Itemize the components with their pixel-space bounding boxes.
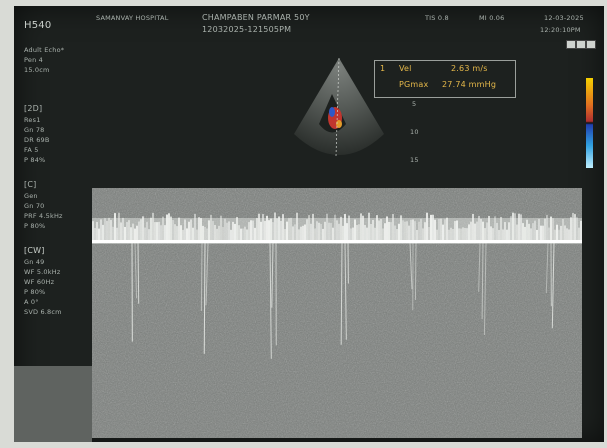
exam-time: 12032025-121505PM: [202, 25, 292, 34]
c-param: PRF 4.5kHz: [24, 212, 63, 220]
pen-label: Pen 4: [24, 56, 44, 64]
measurement-box: [374, 60, 516, 98]
cw-param: P 80%: [24, 288, 46, 296]
print-icon[interactable]: [586, 40, 596, 49]
preset-label: Adult Echo*: [24, 46, 65, 54]
cw-param: A 0°: [24, 298, 39, 306]
ultrasound-screen: H540 SAMANVAY HOSPITAL CHAMPABEN PARMAR …: [14, 6, 604, 442]
color-mode-title: [C]: [24, 180, 37, 189]
depth-label: 15.0cm: [24, 66, 50, 74]
cw-param: Gn 49: [24, 258, 45, 266]
c-param: Gn 70: [24, 202, 45, 210]
b-param: Res1: [24, 116, 41, 124]
velocity-value: 2.63 m/s: [451, 64, 488, 73]
depth-tick: 15: [410, 156, 419, 164]
b-param: FA 5: [24, 146, 39, 154]
depth-tick: 10: [410, 128, 419, 136]
pgmax-label: PGmax: [399, 80, 429, 89]
b-mode-title: [2D]: [24, 104, 43, 113]
cw-param: WF 5.0kHz: [24, 268, 61, 276]
ti-readout: TIS 0.8: [425, 14, 449, 22]
b-param: DR 69B: [24, 136, 50, 144]
probe-label: H540: [24, 20, 52, 31]
measurement-index: 1: [380, 64, 386, 73]
depth-tick: 5: [412, 100, 417, 108]
b-param: P 84%: [24, 156, 46, 164]
layout-icon[interactable]: [576, 40, 586, 49]
echo-sector-image: [294, 57, 384, 157]
velocity-label: Vel: [399, 64, 412, 73]
date-readout: 12-03-2025: [544, 14, 584, 22]
patient-name: CHAMPABEN PARMAR 50Y: [202, 13, 310, 22]
doppler-spectrum: [92, 188, 582, 438]
time-readout: 12:20:10PM: [540, 26, 581, 34]
freeze-icon[interactable]: [566, 40, 576, 49]
pgmax-value: 27.74 mmHg: [442, 80, 497, 89]
c-param: P 80%: [24, 222, 46, 230]
mi-readout: MI 0.06: [479, 14, 505, 22]
c-param: Gen: [24, 192, 38, 200]
b-param: Gn 78: [24, 126, 45, 134]
cw-param: SVD 6.8cm: [24, 308, 62, 316]
hospital-name: SAMANVAY HOSPITAL: [96, 14, 169, 22]
color-scale-bar: [586, 78, 593, 168]
cw-param: WF 60Hz: [24, 278, 55, 286]
cw-mode-title: [CW]: [24, 246, 45, 255]
lower-left-panel: [14, 366, 92, 442]
